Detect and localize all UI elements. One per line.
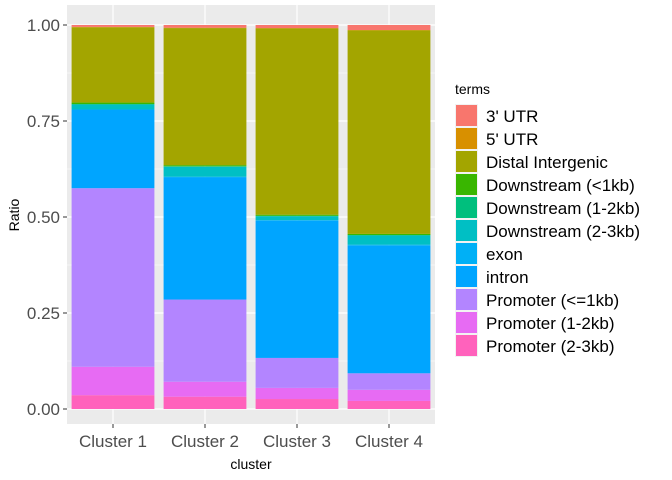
x-axis-title: cluster	[230, 456, 272, 472]
bar-segment	[255, 387, 339, 400]
bar-segment	[347, 389, 431, 401]
y-axis-title: Ratio	[6, 198, 22, 231]
x-tick-label: Cluster 4	[355, 432, 423, 451]
legend-title: terms	[455, 81, 490, 97]
legend-swatch	[456, 266, 477, 287]
bar-segment	[255, 216, 339, 221]
legend-label: 3' UTR	[486, 107, 538, 126]
legend-label: Promoter (2-3kb)	[486, 337, 614, 356]
legend-swatch	[456, 128, 477, 149]
legend-swatch	[456, 289, 477, 310]
bar-segment	[255, 220, 339, 221]
bar-segment	[71, 25, 155, 27]
bar-segment	[163, 176, 247, 178]
bar-segment	[71, 102, 155, 105]
legend-label: Downstream (1-2kb)	[486, 199, 640, 218]
bar-segment	[71, 109, 155, 189]
bar-segment	[71, 104, 155, 110]
x-tick-label: Cluster 3	[263, 432, 331, 451]
bar-segment	[255, 214, 339, 216]
bar-segment	[255, 399, 339, 409]
bar-segment	[347, 30, 431, 234]
bar-segment	[163, 166, 247, 177]
bar-segment	[163, 165, 247, 167]
bar-segment	[163, 25, 247, 28]
bar-segment	[347, 235, 431, 245]
y-axis: 0.00 0.25 0.50 0.75 1.00	[27, 16, 67, 419]
legend-label: Downstream (<1kb)	[486, 176, 635, 195]
y-tick-label: 0.25	[27, 304, 60, 323]
legend-label: Promoter (1-2kb)	[486, 314, 614, 333]
y-tick-label: 0.50	[27, 208, 60, 227]
bars	[71, 25, 431, 409]
legend: terms 3' UTR 5' UTR Distal Intergenic Downs…	[455, 81, 640, 357]
legend-swatch	[456, 220, 477, 241]
bar-segment	[255, 357, 339, 388]
bar-segment	[255, 25, 339, 29]
bar-segment	[71, 27, 155, 103]
y-tick-label: 0.00	[27, 400, 60, 419]
bar-segment	[71, 188, 155, 367]
bar-segment	[347, 373, 431, 390]
legend-label: intron	[486, 268, 529, 287]
legend-label: Promoter (<=1kb)	[486, 291, 619, 310]
bar-segment	[71, 395, 155, 409]
bar-segment	[163, 299, 247, 382]
bar-segment	[255, 28, 339, 215]
legend-label: Downstream (2-3kb)	[486, 222, 640, 241]
bar-segment	[255, 220, 339, 358]
bar-segment	[347, 233, 431, 236]
x-axis: Cluster 1 Cluster 2 Cluster 3 Cluster 4	[79, 424, 423, 451]
x-tick-label: Cluster 2	[171, 432, 239, 451]
y-tick-label: 0.75	[27, 112, 60, 131]
y-tick-label: 1.00	[27, 16, 60, 35]
legend-swatch	[456, 197, 477, 218]
bar-segment	[347, 244, 431, 246]
bar-segment	[163, 28, 247, 166]
bar-segment	[71, 366, 155, 396]
bar-segment	[347, 25, 431, 30]
bar-segment	[347, 245, 431, 374]
legend-swatch	[456, 243, 477, 264]
bar-segment	[347, 400, 431, 409]
legend-swatch	[456, 105, 477, 126]
legend-swatch	[456, 335, 477, 356]
legend-label: exon	[486, 245, 523, 264]
legend-swatch	[456, 174, 477, 195]
x-tick-label: Cluster 1	[79, 432, 147, 451]
legend-swatch	[456, 312, 477, 333]
legend-swatch	[456, 151, 477, 172]
bar-segment	[163, 396, 247, 409]
bar-segment	[163, 381, 247, 397]
bar-segment	[163, 177, 247, 300]
legend-label: Distal Intergenic	[486, 153, 608, 172]
legend-label: 5' UTR	[486, 130, 538, 149]
